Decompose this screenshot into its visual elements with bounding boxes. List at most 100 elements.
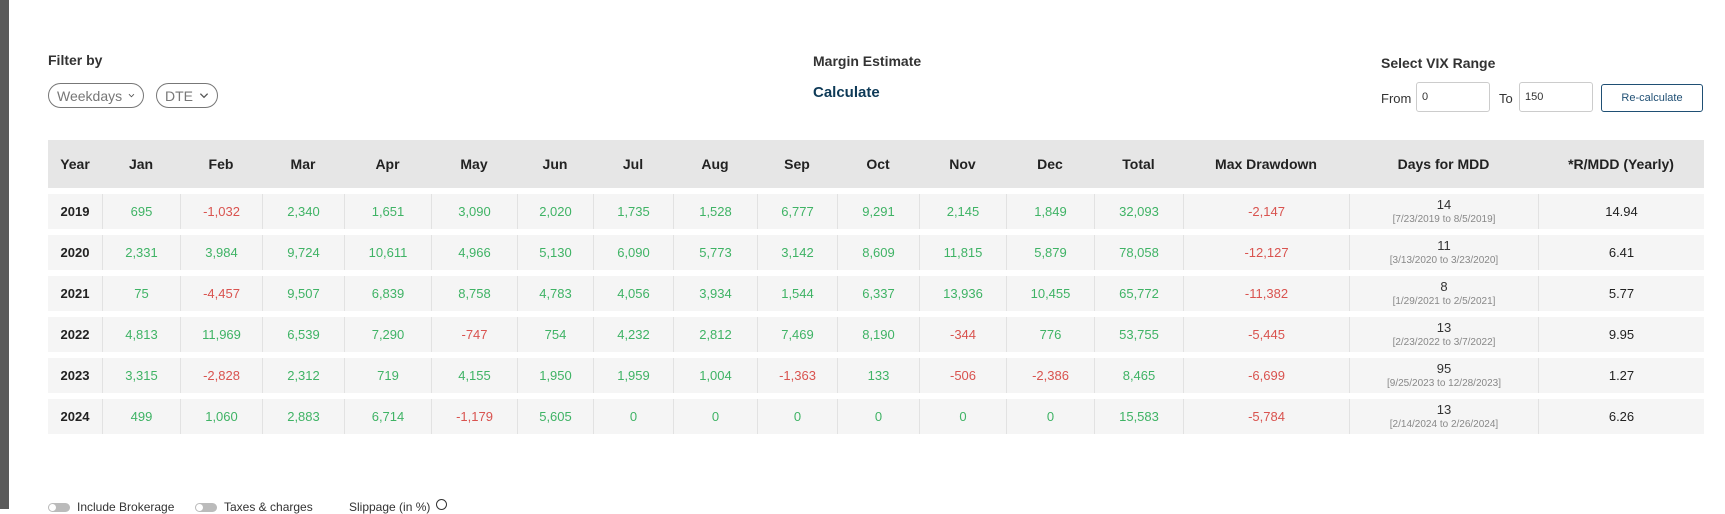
- month-value-cell: 8,609: [837, 235, 919, 270]
- column-header: Sep: [757, 140, 837, 188]
- table-row: 2021 75 -4,457 9,507 6,839 8,758 4,783 4,056 3,9…: [48, 276, 1704, 311]
- month-value-cell: 1,735: [593, 194, 673, 229]
- max-drawdown-cell: -6,699: [1183, 358, 1349, 393]
- taxes-charges-toggle[interactable]: [195, 503, 217, 512]
- filter-label: Filter by: [48, 52, 103, 68]
- month-value-cell: 2,020: [517, 194, 593, 229]
- days-date-range: [7/23/2019 to 8/5/2019]: [1392, 213, 1496, 225]
- year-cell: 2020: [48, 235, 102, 270]
- month-value-cell: -1,032: [180, 194, 262, 229]
- recalculate-button[interactable]: Re-calculate: [1601, 84, 1703, 112]
- month-value-cell: 6,539: [262, 317, 344, 352]
- month-value-cell: 754: [517, 317, 593, 352]
- to-label: To: [1499, 91, 1513, 106]
- month-value-cell: 6,714: [344, 399, 431, 434]
- table-row: 2023 3,315 -2,828 2,312 719 4,155 1,950 1,959 1,…: [48, 358, 1704, 393]
- month-value-cell: 4,155: [431, 358, 517, 393]
- month-value-cell: 2,340: [262, 194, 344, 229]
- days-count: 8: [1440, 278, 1448, 294]
- month-value-cell: 11,969: [180, 317, 262, 352]
- month-value-cell: 10,611: [344, 235, 431, 270]
- month-value-cell: 0: [757, 399, 837, 434]
- total-cell: 8,465: [1094, 358, 1183, 393]
- days-date-range: [2/14/2024 to 2/26/2024]: [1389, 418, 1499, 430]
- month-value-cell: 4,813: [102, 317, 180, 352]
- days-date-range: [3/13/2020 to 3/23/2020]: [1389, 254, 1499, 266]
- month-value-cell: 6,777: [757, 194, 837, 229]
- r-mdd-ratio-cell: 1.27: [1538, 358, 1704, 393]
- column-header: Feb: [180, 140, 262, 188]
- days-count: 11: [1437, 237, 1451, 253]
- total-cell: 78,058: [1094, 235, 1183, 270]
- month-value-cell: -2,828: [180, 358, 262, 393]
- month-value-cell: 11,815: [919, 235, 1006, 270]
- r-mdd-ratio-cell: 14.94: [1538, 194, 1704, 229]
- vix-from-input[interactable]: [1416, 82, 1490, 112]
- year-cell: 2023: [48, 358, 102, 393]
- month-value-cell: 2,331: [102, 235, 180, 270]
- days-for-mdd-cell: 95 [9/25/2023 to 12/28/2023]: [1349, 358, 1538, 393]
- month-value-cell: 75: [102, 276, 180, 311]
- days-count: 95: [1436, 360, 1452, 376]
- month-value-cell: 4,232: [593, 317, 673, 352]
- max-drawdown-cell: -2,147: [1183, 194, 1349, 229]
- month-value-cell: -2,386: [1006, 358, 1094, 393]
- column-header: Apr: [344, 140, 431, 188]
- month-value-cell: 1,060: [180, 399, 262, 434]
- column-header: Max Drawdown: [1183, 140, 1349, 188]
- month-value-cell: 3,934: [673, 276, 757, 311]
- margin-estimate-label: Margin Estimate: [813, 53, 922, 69]
- max-drawdown-cell: -5,445: [1183, 317, 1349, 352]
- dte-dropdown[interactable]: DTE: [156, 83, 218, 108]
- r-mdd-ratio-cell: 5.77: [1538, 276, 1704, 311]
- total-cell: 53,755: [1094, 317, 1183, 352]
- month-value-cell: 6,839: [344, 276, 431, 311]
- vix-to-input[interactable]: [1519, 82, 1593, 112]
- yearly-returns-table: Year Jan Feb Mar Apr May Jun Jul Aug Sep Oct Nov Dec…: [48, 134, 1704, 440]
- year-cell: 2022: [48, 317, 102, 352]
- max-drawdown-cell: -11,382: [1183, 276, 1349, 311]
- month-value-cell: 2,145: [919, 194, 1006, 229]
- column-header: Oct: [837, 140, 919, 188]
- month-value-cell: 9,291: [837, 194, 919, 229]
- slippage-label: Slippage (in %): [349, 500, 431, 514]
- column-header: Nov: [919, 140, 1006, 188]
- table-row: 2020 2,331 3,984 9,724 10,611 4,966 5,130 6,090…: [48, 235, 1704, 270]
- month-value-cell: 2,312: [262, 358, 344, 393]
- r-mdd-ratio-cell: 9.95: [1538, 317, 1704, 352]
- month-value-cell: 0: [919, 399, 1006, 434]
- month-value-cell: -1,179: [431, 399, 517, 434]
- info-icon[interactable]: [436, 499, 447, 510]
- include-brokerage-label: Include Brokerage: [77, 500, 175, 514]
- days-count: 13: [1436, 319, 1452, 335]
- month-value-cell: 4,056: [593, 276, 673, 311]
- month-value-cell: 9,724: [262, 235, 344, 270]
- max-drawdown-cell: -5,784: [1183, 399, 1349, 434]
- month-value-cell: -506: [919, 358, 1006, 393]
- month-value-cell: 1,651: [344, 194, 431, 229]
- days-date-range: [2/23/2022 to 3/7/2022]: [1392, 336, 1496, 348]
- vix-range-label: Select VIX Range: [1381, 55, 1496, 71]
- month-value-cell: 5,130: [517, 235, 593, 270]
- month-value-cell: -4,457: [180, 276, 262, 311]
- weekdays-dropdown-label: Weekdays: [57, 87, 123, 104]
- month-value-cell: -1,363: [757, 358, 837, 393]
- include-brokerage-toggle[interactable]: [48, 503, 70, 512]
- month-value-cell: 5,773: [673, 235, 757, 270]
- chevron-down-icon: [128, 93, 135, 98]
- month-value-cell: 6,337: [837, 276, 919, 311]
- calculate-link[interactable]: Calculate: [813, 84, 880, 101]
- month-value-cell: 719: [344, 358, 431, 393]
- month-value-cell: 4,966: [431, 235, 517, 270]
- month-value-cell: 695: [102, 194, 180, 229]
- column-header: Year: [48, 140, 102, 188]
- month-value-cell: -344: [919, 317, 1006, 352]
- column-header: Total: [1094, 140, 1183, 188]
- year-cell: 2024: [48, 399, 102, 434]
- table-row: 2019 695 -1,032 2,340 1,651 3,090 2,020 1,735 1,…: [48, 194, 1704, 229]
- weekdays-dropdown[interactable]: Weekdays: [48, 83, 144, 108]
- month-value-cell: -747: [431, 317, 517, 352]
- month-value-cell: 133: [837, 358, 919, 393]
- month-value-cell: 499: [102, 399, 180, 434]
- column-header: Mar: [262, 140, 344, 188]
